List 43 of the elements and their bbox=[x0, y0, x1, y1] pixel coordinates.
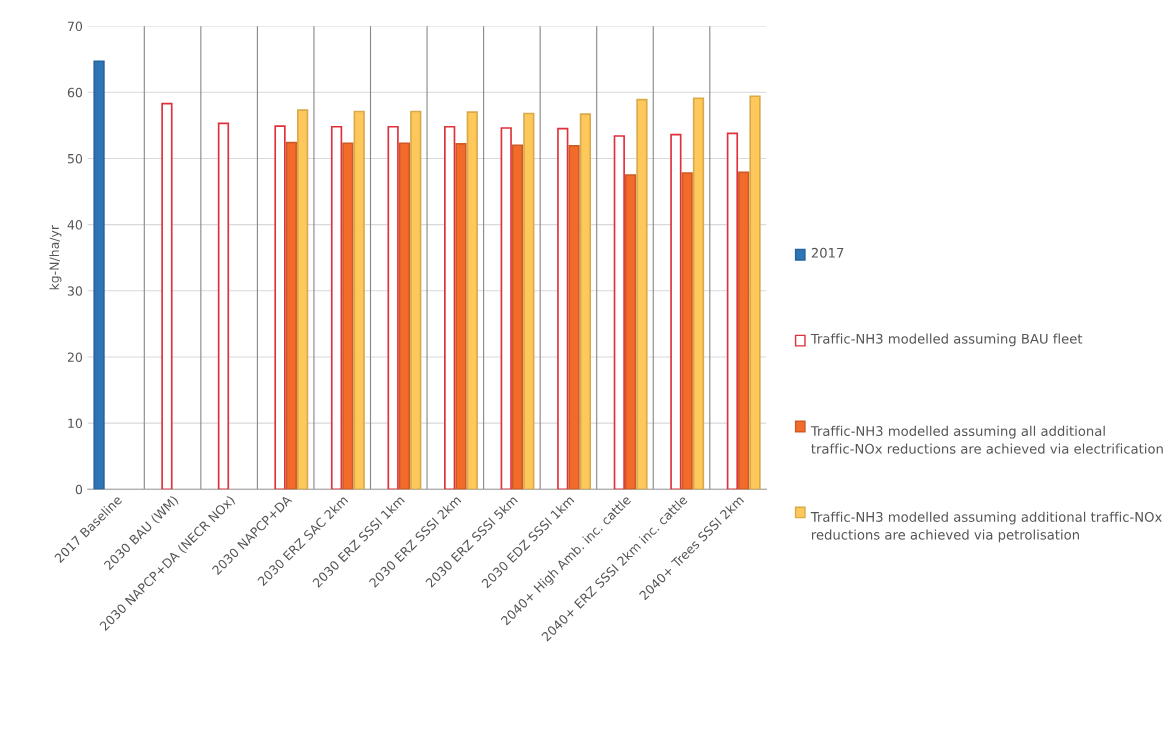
bar bbox=[749, 95, 761, 490]
y-tick-label: 30 bbox=[67, 286, 83, 296]
bar bbox=[636, 98, 648, 490]
bar bbox=[330, 125, 343, 490]
bar bbox=[398, 142, 411, 490]
bar bbox=[387, 125, 399, 490]
legend-label: Traffic-NH3 modelled assuming all additional traffic-NOx reductions are achieved via electrification bbox=[810, 425, 1163, 454]
legend-label: 2017 bbox=[811, 247, 844, 258]
bar bbox=[274, 125, 286, 490]
bar bbox=[466, 111, 478, 490]
bar bbox=[738, 171, 750, 490]
bar bbox=[455, 143, 467, 490]
bar bbox=[353, 110, 365, 490]
bar bbox=[285, 141, 297, 490]
y-tick-label: 10 bbox=[68, 418, 83, 429]
legend-label: Traffic-NH3 modelled assuming BAU fleet bbox=[810, 333, 1083, 347]
bar bbox=[161, 102, 173, 490]
y-tick-label: 0 bbox=[75, 484, 83, 495]
bar bbox=[444, 125, 456, 490]
y-tick-label: 20 bbox=[67, 352, 83, 362]
bar bbox=[579, 113, 592, 490]
bar bbox=[342, 142, 354, 490]
bar bbox=[557, 127, 569, 490]
bar bbox=[670, 133, 682, 490]
bar bbox=[681, 172, 693, 490]
bar bbox=[613, 135, 625, 490]
bar bbox=[500, 127, 512, 490]
y-tick-label: 50 bbox=[67, 153, 83, 164]
y-tick-label: 40 bbox=[67, 220, 83, 230]
y-axis-title: kg-N/ha/yr bbox=[49, 224, 62, 290]
bar bbox=[523, 112, 535, 490]
y-tick-label: 70 bbox=[68, 21, 83, 32]
bar bbox=[93, 60, 105, 490]
bar bbox=[511, 144, 524, 490]
bar bbox=[568, 145, 580, 490]
bar bbox=[624, 174, 637, 490]
bar bbox=[410, 110, 422, 490]
y-tick-label: 60 bbox=[67, 87, 83, 98]
legend-label: Traffic-NH3 modelled assuming additional traffic-NOx reductions are achieved via petrolisation bbox=[810, 511, 1162, 543]
bar bbox=[726, 132, 739, 490]
bar bbox=[692, 97, 705, 490]
bar bbox=[296, 109, 309, 490]
bar bbox=[217, 122, 230, 490]
